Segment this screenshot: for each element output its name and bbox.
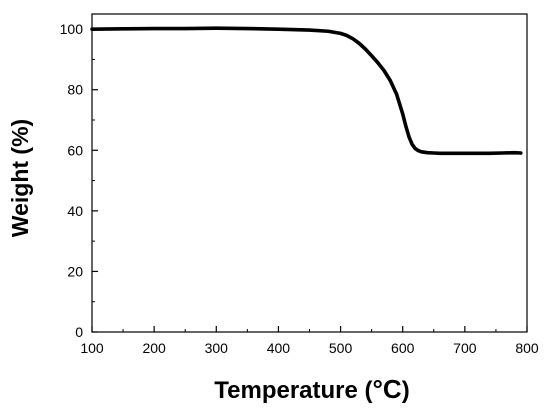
x-tick-label-400: 400	[267, 340, 291, 356]
x-tick-label-300: 300	[205, 340, 229, 356]
x-axis-title: Temperature (°C)	[214, 374, 409, 404]
y-axis-title: Weight (%)	[7, 119, 33, 237]
y-tick-label-40: 40	[67, 203, 83, 219]
y-tick-label-20: 20	[67, 263, 83, 279]
plot-frame	[91, 13, 528, 333]
plot-border	[91, 13, 528, 333]
y-tick-label-0: 0	[75, 324, 83, 340]
x-tick-label-700: 700	[453, 340, 477, 356]
y-axis-ticks: 0 20 40 60 80 100	[60, 21, 98, 340]
x-tick-label-100: 100	[80, 340, 104, 356]
y-tick-label-100: 100	[60, 21, 84, 37]
x-tick-label-800: 800	[515, 340, 539, 356]
x-axis-ticks: 100 200 300 400 500 600 700 800	[80, 326, 539, 356]
y-tick-label-60: 60	[67, 142, 83, 158]
x-tick-label-500: 500	[329, 340, 353, 356]
series-line-0	[90, 26, 523, 156]
x-tick-label-600: 600	[391, 340, 415, 356]
series-layer	[90, 26, 523, 156]
x-tick-label-200: 200	[142, 340, 166, 356]
y-tick-label-80: 80	[67, 82, 83, 98]
